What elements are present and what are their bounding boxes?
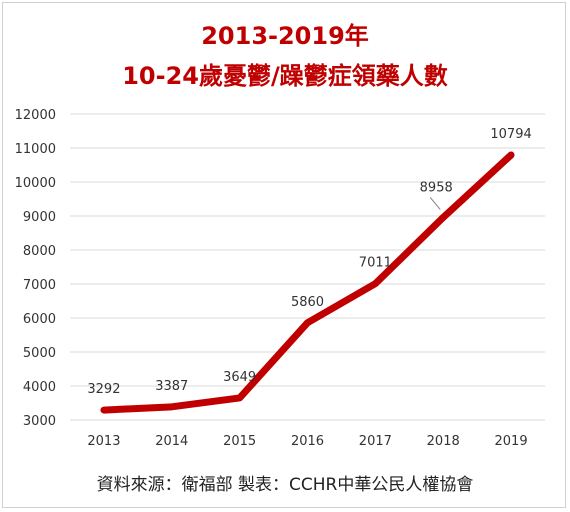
x-tick-label: 2016 [291,434,324,449]
x-tick-label: 2013 [87,434,120,449]
x-tick-label: 2017 [359,434,392,449]
y-tick-label: 7000 [23,278,56,293]
data-point [169,404,174,409]
chart-frame [2,2,566,508]
x-tick-label: 2019 [495,434,528,449]
data-labels: 3292 3387 3649 5860 7011 8958 10794 [87,127,531,397]
y-tick-label: 8000 [23,244,56,259]
chart-subtitle: 10-24歲憂鬱/躁鬱症領藥人數 [122,62,448,90]
y-axis-ticks: 3000 4000 5000 6000 7000 8000 9000 10000 11000 12… [15,108,56,429]
gridlines [70,113,545,421]
data-point [441,215,446,220]
x-axis-ticks: 2013 2014 2015 2016 2017 2018 2019 [87,434,527,449]
data-label: 7011 [359,256,392,271]
data-point [509,153,514,158]
data-label: 3649 [223,370,256,385]
y-tick-label: 4000 [23,380,56,395]
data-point [101,408,106,413]
data-label: 3292 [87,382,120,397]
y-tick-label: 6000 [23,312,56,327]
y-tick-label: 3000 [23,414,56,429]
x-tick-label: 2015 [223,434,256,449]
data-point [373,281,378,286]
y-tick-label: 9000 [23,210,56,225]
chart-title: 2013-2019年 [201,22,369,50]
y-tick-label: 5000 [23,346,56,361]
x-tick-label: 2014 [155,434,188,449]
y-tick-label: 12000 [15,108,56,123]
data-point [305,320,310,325]
data-point [237,395,242,400]
y-tick-label: 10000 [15,176,56,191]
series-layer [100,151,515,414]
data-label: 8958 [420,180,453,195]
data-label: 3387 [155,379,188,394]
data-label: 10794 [490,127,531,142]
data-label: 5860 [291,295,324,310]
data-label-leader [429,197,441,210]
source-note: 資料來源：衛福部 製表：CCHR中華公民人權協會 [96,475,474,495]
y-tick-label: 11000 [15,142,56,157]
x-tick-label: 2018 [427,434,460,449]
